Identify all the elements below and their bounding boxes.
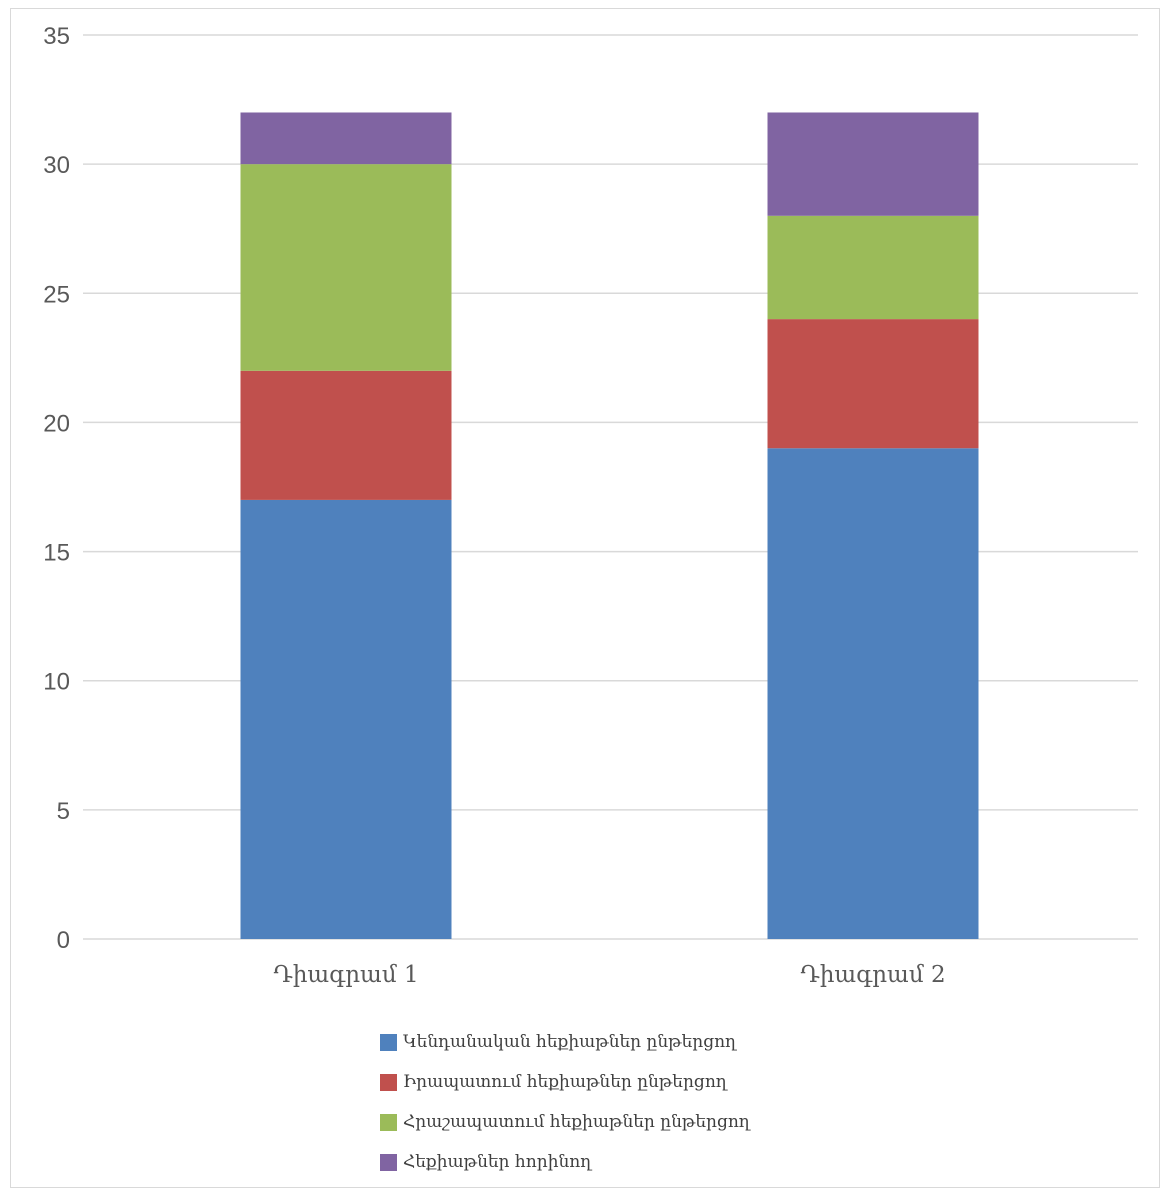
bar-segment-2-series-2 <box>767 319 979 449</box>
bar-segment-1-series-3 <box>240 164 452 371</box>
x-tick-label: Դիագրամ 2 <box>800 962 945 988</box>
y-tick-label: 5 <box>57 798 70 825</box>
legend-swatch <box>380 1153 397 1171</box>
legend-label: Հեքիաթներ հորինող <box>403 1152 592 1172</box>
legend-swatch <box>380 1113 397 1131</box>
legend-item: Հեքիաթներ հորինող <box>380 1142 750 1182</box>
legend-swatch <box>380 1073 397 1091</box>
x-tick-label: Դիագրամ 1 <box>273 962 418 988</box>
bar-segment-1-series-1 <box>240 499 452 939</box>
y-tick-label: 20 <box>43 410 70 437</box>
stacked-bar-chart: 0 5 10 15 20 25 30 35 Դիագրամ 1 Դիագրամ 2 <box>43 23 1138 988</box>
legend-item: Հրաշապատում հեքիաթներ ընթերցող <box>380 1102 750 1142</box>
bar-segment-2-series-4 <box>767 112 979 216</box>
legend-swatch <box>380 1033 397 1051</box>
legend-item: Իրապատում հեքիաթներ ընթերցող <box>380 1062 750 1102</box>
y-tick-label: 10 <box>43 669 70 696</box>
legend-label: Իրապատում հեքիաթներ ընթերցող <box>403 1072 727 1092</box>
legend-label: Կենդանական հեքիաթներ ընթերցող <box>403 1032 736 1052</box>
y-tick-label: 25 <box>43 281 70 308</box>
bar-segment-2-series-1 <box>767 448 979 939</box>
bar-segment-1-series-2 <box>240 370 452 500</box>
legend-label: Հրաշապատում հեքիաթներ ընթերցող <box>403 1112 750 1132</box>
chart-legend: Կենդանական հեքիաթներ ընթերցող Իրապատում հ… <box>380 1022 750 1182</box>
legend-item: Կենդանական հեքիաթներ ընթերցող <box>380 1022 750 1062</box>
y-tick-label: 30 <box>43 152 70 179</box>
bar-segment-1-series-4 <box>240 112 452 165</box>
y-tick-label: 15 <box>43 540 70 567</box>
y-tick-label: 0 <box>57 927 70 954</box>
bar-segment-2-series-3 <box>767 215 979 320</box>
y-tick-label: 35 <box>43 23 70 50</box>
